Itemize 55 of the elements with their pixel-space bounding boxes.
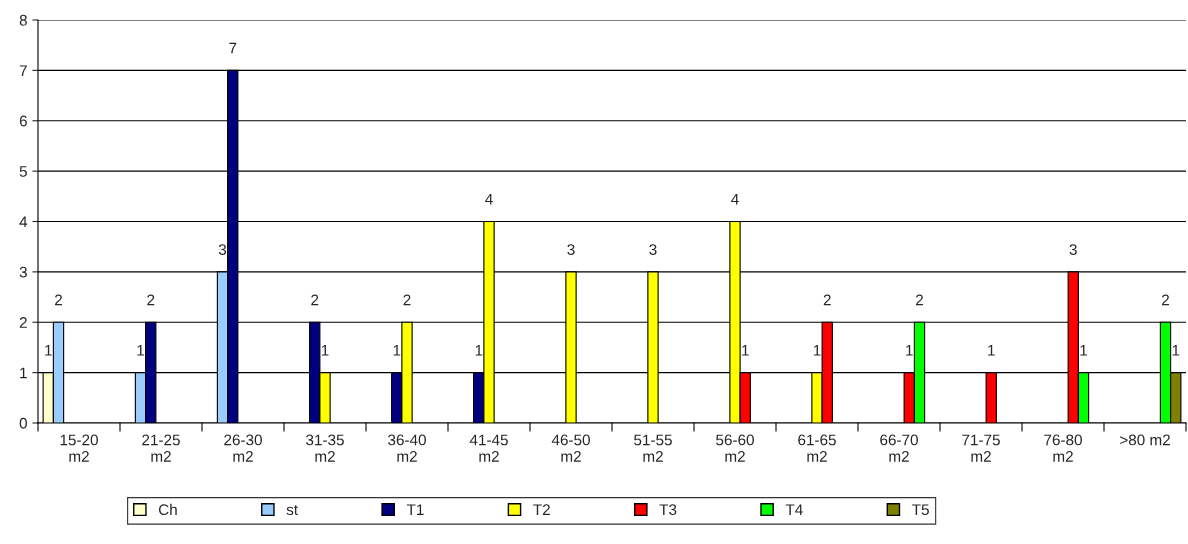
legend-label: T3 (659, 504, 677, 516)
data-label: 2 (55, 294, 62, 306)
x-tick-label: 15-20 m2 (60, 434, 98, 462)
y-tick-label: 5 (19, 166, 27, 177)
x-tick-label: 61-65 m2 (798, 434, 836, 462)
x-tick-label: 31-35 m2 (306, 434, 344, 462)
x-tick-label: >80 m2 (1120, 434, 1170, 446)
x-tick-label: 41-45 m2 (469, 434, 508, 462)
y-tick-label: 6 (19, 115, 27, 127)
data-label: 3 (1069, 244, 1077, 255)
data-label: 3 (218, 244, 227, 255)
x-tick-label: 56-60 m2 (716, 434, 754, 462)
data-label: 3 (649, 244, 657, 255)
y-tick-label: 4 (19, 216, 28, 228)
data-label: 1 (1080, 345, 1087, 356)
data-label: 2 (403, 294, 411, 306)
data-label: 3 (567, 244, 575, 255)
data-label: 1 (45, 345, 52, 356)
data-label: 2 (147, 294, 155, 306)
x-tick-label: 76-80 m2 (1044, 434, 1082, 462)
data-label: 1 (321, 345, 329, 356)
x-tick-label: 36-40 m2 (388, 434, 426, 462)
data-label: 1 (475, 345, 483, 356)
x-tick-label: 26-30 m2 (224, 434, 262, 462)
x-tick-label: 66-70 m2 (880, 434, 918, 462)
data-label: 4 (731, 193, 739, 205)
data-label: 1 (988, 345, 995, 356)
y-tick-label: 7 (19, 65, 27, 76)
data-label: 1 (742, 345, 749, 356)
data-label: 4 (485, 193, 493, 205)
legend-label: st (286, 505, 298, 516)
legend-label: T1 (406, 504, 424, 515)
data-label: 2 (916, 294, 923, 306)
y-tick-label: 0 (19, 417, 27, 429)
legend-label: T5 (912, 504, 929, 516)
x-tick-label: 71-75 m2 (962, 434, 1000, 462)
legend-label: T2 (533, 504, 550, 515)
data-label: 2 (311, 294, 319, 306)
data-label: 1 (1172, 345, 1180, 356)
data-label: 7 (229, 42, 237, 54)
y-tick-label: 2 (19, 317, 27, 328)
data-label: 2 (1162, 294, 1169, 306)
legend-label: Ch (158, 503, 177, 516)
y-tick-label: 8 (19, 14, 27, 26)
data-label: 1 (813, 345, 821, 356)
data-label: 1 (393, 345, 401, 356)
legend-label: T4 (785, 504, 803, 515)
x-tick-label: 46-50 m2 (551, 434, 590, 462)
y-tick-label: 3 (19, 266, 27, 278)
y-tick-label: 1 (20, 367, 27, 379)
x-tick-label: 21-25 m2 (142, 434, 180, 462)
x-tick-label: 51-55 m2 (634, 434, 672, 462)
data-label: 1 (906, 345, 913, 356)
data-label: 2 (823, 294, 831, 306)
data-label: 1 (137, 345, 144, 356)
